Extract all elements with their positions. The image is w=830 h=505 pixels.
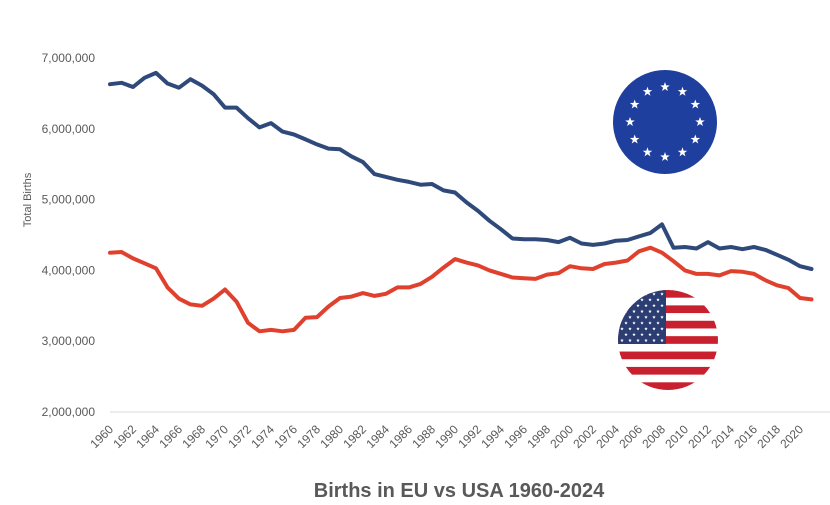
- x-tick-label: 1996: [501, 422, 530, 451]
- x-tick-label: 1998: [524, 422, 553, 451]
- x-tick-label: 2018: [754, 422, 783, 451]
- y-tick-labels: 2,000,000 3,000,000 4,000,000 5,000,000 6,00…: [42, 51, 96, 419]
- x-tick-label: 2020: [777, 422, 806, 451]
- eu-star: [629, 134, 640, 144]
- us-flag-icon: [618, 290, 718, 390]
- x-tick-label: 2002: [570, 422, 599, 451]
- x-tick-label: 1982: [340, 422, 369, 451]
- x-tick-labels: 1960196219641966196819701972197419761978…: [87, 422, 806, 451]
- x-tick-label: 1992: [455, 422, 484, 451]
- x-tick-label: 1960: [87, 422, 116, 451]
- x-tick-label: 1972: [225, 422, 254, 451]
- x-tick-label: 2000: [547, 422, 576, 451]
- eu-star: [642, 86, 653, 96]
- x-tick-label: 1988: [409, 422, 438, 451]
- x-tick-label: 1994: [478, 422, 507, 451]
- x-tick-label: 1966: [156, 422, 185, 451]
- x-tick-label: 1990: [432, 422, 461, 451]
- eu-star: [625, 117, 635, 127]
- x-tick-label: 2016: [731, 422, 760, 451]
- y-tick-label: 2,000,000: [42, 405, 96, 419]
- x-tick-label: 1984: [363, 422, 392, 451]
- x-tick-label: 1986: [386, 422, 415, 451]
- x-tick-label: 1976: [271, 422, 300, 451]
- eu-star: [690, 134, 701, 144]
- y-tick-label: 6,000,000: [42, 122, 96, 136]
- eu-star: [677, 86, 688, 96]
- eu-star: [642, 147, 653, 157]
- eu-star: [695, 117, 705, 127]
- x-tick-label: 2008: [639, 422, 668, 451]
- y-tick-label: 4,000,000: [42, 263, 96, 277]
- x-tick-label: 2010: [662, 422, 691, 451]
- eu-star: [660, 152, 670, 162]
- x-tick-label: 2006: [616, 422, 645, 451]
- x-tick-label: 2004: [593, 422, 622, 451]
- eu-star: [690, 99, 701, 109]
- y-axis-label: Total Births: [22, 172, 34, 227]
- x-tick-label: 1970: [202, 422, 231, 451]
- series-layer: [108, 70, 814, 334]
- x-tick-label: 1968: [179, 422, 208, 451]
- y-tick-label: 7,000,000: [42, 51, 96, 65]
- eu-stars: [625, 82, 705, 162]
- eu-flag-icon: [613, 70, 717, 174]
- x-tick-label: 1964: [133, 422, 162, 451]
- chart-title: Births in EU vs USA 1960-2024: [314, 480, 605, 502]
- x-tick-label: 1974: [248, 422, 277, 451]
- series-line-1: [108, 245, 814, 334]
- x-tick-label: 2014: [708, 422, 737, 451]
- x-tick-label: 1980: [317, 422, 346, 451]
- eu-star: [677, 147, 688, 157]
- x-tick-label: 1978: [294, 422, 323, 451]
- eu-star: [629, 99, 640, 109]
- x-tick-label: 2012: [685, 422, 714, 451]
- series-line-0: [108, 70, 814, 271]
- y-tick-label: 3,000,000: [42, 334, 96, 348]
- y-tick-label: 5,000,000: [42, 193, 96, 207]
- eu-star: [660, 82, 670, 92]
- x-tick-label: 1962: [110, 422, 139, 451]
